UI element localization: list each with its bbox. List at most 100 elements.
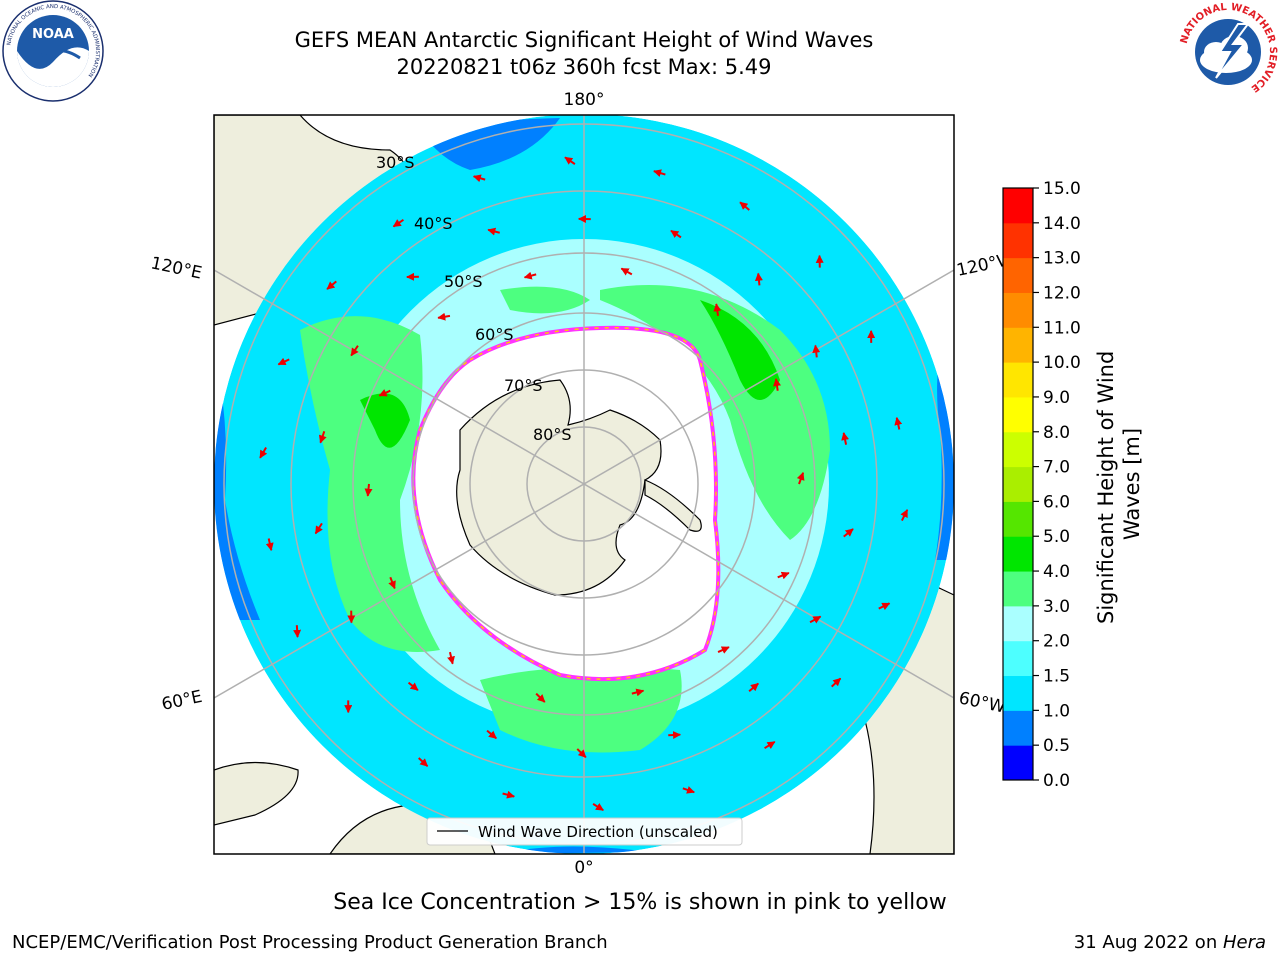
colorbar-segment	[1003, 710, 1033, 746]
wave-arrow	[487, 227, 500, 236]
colorbar-tick-label: 4.0	[1043, 562, 1070, 582]
wave-arrow	[259, 446, 268, 459]
colorbar-segment	[1003, 431, 1033, 468]
colorbar-segment	[1003, 396, 1033, 433]
colorbar-segment	[1003, 362, 1033, 398]
colorbar-tick-label: 14.0	[1043, 214, 1081, 234]
branch-credit: NCEP/EMC/Verification Post Processing Pr…	[12, 932, 608, 953]
colorbar-tick-label: 9.0	[1043, 388, 1070, 408]
colorbar-tick-label: 11.0	[1043, 318, 1081, 338]
colorbar-segment	[1003, 536, 1033, 572]
colorbar-segment	[1003, 222, 1033, 259]
colorbar-segment	[1003, 571, 1033, 607]
wave-arrow	[713, 303, 722, 317]
wave-arrow	[437, 312, 451, 321]
colorbar-segment	[1003, 327, 1033, 363]
legend: Wind Wave Direction (unscaled)	[426, 817, 743, 846]
wave-arrow	[670, 229, 682, 239]
colorbar-tick-label: 10.0	[1043, 353, 1081, 373]
wave-arrow	[378, 389, 391, 397]
wave-arrow	[620, 267, 633, 276]
wave-arrow	[318, 431, 327, 444]
lat-label-70s: 70°S	[504, 376, 543, 395]
wave-arrow	[739, 201, 750, 211]
colorbar-tick-label: 1.5	[1043, 667, 1070, 687]
wave-arrow	[314, 522, 323, 535]
colorbar-tick-label: 0.0	[1043, 771, 1070, 791]
colorbar-tick-label: 5.0	[1043, 527, 1070, 547]
wave-arrow	[535, 692, 546, 703]
wave-arrow	[812, 344, 821, 358]
colorbar-tick-label: 8.0	[1043, 423, 1070, 443]
wave-arrow	[392, 218, 404, 228]
lon-label-180: 180°	[564, 90, 605, 110]
lat-label-80s: 80°S	[533, 425, 572, 444]
wave-arrow	[773, 378, 781, 391]
colorbar-segment	[1003, 257, 1033, 293]
wave-arrow	[364, 483, 373, 497]
wave-arrow	[265, 538, 274, 552]
wave-arrow	[631, 688, 645, 697]
colorbar-ticks: 0.0 0.5 1.0 1.5 2.0 3.0 4.0 5.0 6.0 7.0 8.0 9.0 10.0…	[1033, 179, 1081, 791]
wave-arrow	[447, 651, 455, 665]
colorbar-segment	[1003, 292, 1033, 328]
colorbar-tick-label: 7.0	[1043, 458, 1070, 478]
wave-arrow	[777, 571, 790, 580]
wave-arrow	[277, 357, 290, 366]
colorbar-tick-label: 0.5	[1043, 736, 1070, 756]
map-frame	[213, 114, 955, 855]
lon-label-60w: 60°W	[957, 688, 1007, 717]
lon-label-0: 0°	[574, 858, 593, 878]
colorbar-tick-label: 15.0	[1043, 179, 1081, 199]
wave-arrow	[764, 740, 776, 750]
wave-arrow	[878, 602, 891, 611]
wave-arrow	[293, 625, 302, 638]
noaa-logo-text: NOAA	[32, 27, 74, 42]
noaa-logo: NATIONAL OCEANIC AND ATMOSPHERIC ADMINIS…	[2, 0, 104, 102]
wave-direction-arrows	[259, 156, 909, 812]
colorbar-segment	[1003, 640, 1033, 677]
wave-arrow	[843, 528, 854, 538]
colorbar-segment	[1003, 745, 1033, 781]
sea-ice-note: Sea Ice Concentration > 15% is shown in …	[333, 890, 947, 915]
colorbar-segment	[1003, 188, 1033, 224]
meridians	[214, 115, 954, 854]
colorbar-segment	[1003, 466, 1033, 502]
wave-arrow	[754, 272, 763, 286]
colorbar-frame	[1002, 187, 1034, 781]
colorbar-segment	[1003, 501, 1033, 537]
map-subtitle: 20220821 t06z 360h fcst Max: 5.49	[396, 55, 772, 79]
wave-arrow	[418, 757, 429, 767]
colorbar-tick-label: 6.0	[1043, 492, 1070, 512]
wave-arrow	[472, 174, 486, 183]
lat-label-60s: 60°S	[475, 325, 514, 344]
wave-arrow	[653, 169, 666, 178]
wave-arrow	[831, 677, 842, 688]
colorbar	[1003, 188, 1033, 781]
wave-arrow	[894, 416, 903, 430]
colorbar-segment	[1003, 605, 1033, 642]
wave-arrow	[407, 681, 419, 691]
wave-arrow	[900, 509, 909, 521]
wave-arrow	[682, 786, 695, 794]
wave-arrow	[523, 271, 537, 280]
wave-arrow	[388, 576, 396, 590]
wave-arrow	[326, 280, 337, 290]
ocean-disk	[214, 115, 954, 854]
date-text: 31 Aug 2022 on	[1073, 932, 1223, 953]
colorbar-label-line2: Waves [m]	[1120, 428, 1144, 540]
colorbar-tick-label: 13.0	[1043, 249, 1081, 269]
wave-arrow	[748, 682, 759, 693]
lat-label-30s: 30°S	[376, 153, 415, 172]
wave-arrow	[717, 646, 730, 654]
lat-label-40s: 40°S	[414, 214, 453, 233]
lat-label-50s: 50°S	[444, 272, 483, 291]
lon-label-60e: 60°E	[160, 687, 204, 715]
wave-arrow	[576, 748, 587, 759]
wave-arrow	[564, 156, 576, 165]
wave-arrow	[502, 790, 515, 799]
map-title: GEFS MEAN Antarctic Significant Height o…	[294, 28, 874, 52]
wave-arrow	[486, 729, 497, 740]
colorbar-tick-label: 1.0	[1043, 701, 1070, 721]
